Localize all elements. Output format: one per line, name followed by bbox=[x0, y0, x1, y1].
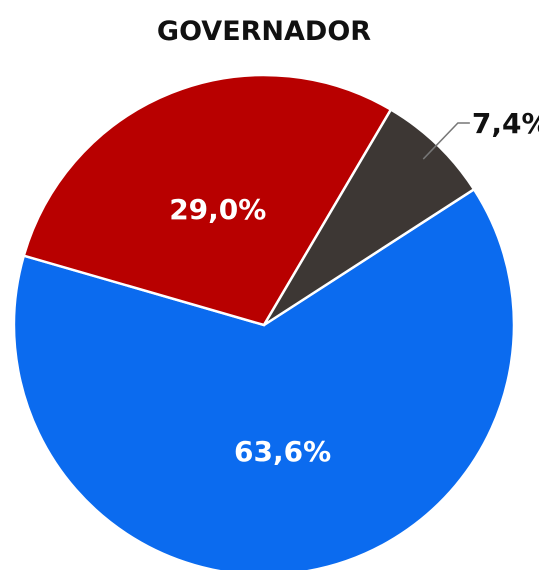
slice-label: 29,0% bbox=[169, 193, 266, 226]
pie-slices bbox=[12, 73, 516, 570]
slice-blue bbox=[12, 187, 516, 570]
chart-title: GOVERNADOR bbox=[157, 16, 371, 47]
slice-label: 63,6% bbox=[234, 435, 331, 468]
slice-red bbox=[22, 73, 393, 327]
slice-label: 7,4% bbox=[472, 107, 539, 140]
leader-line bbox=[422, 122, 470, 160]
pie-labels: 63,6% 29,0% 7,4% bbox=[169, 107, 539, 468]
